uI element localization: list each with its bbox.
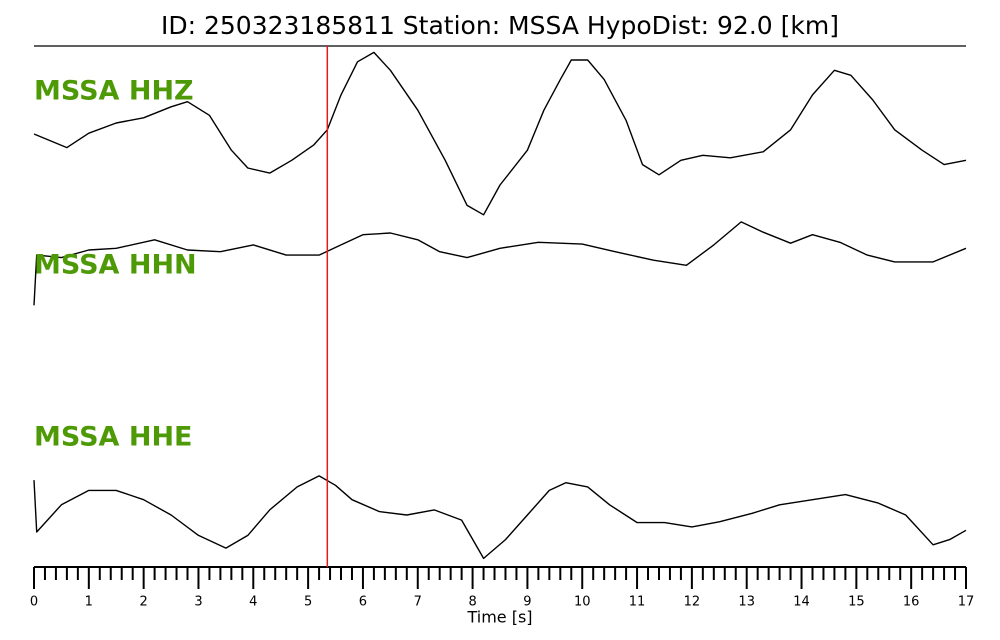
x-tick-label: 8: [468, 595, 476, 610]
x-tick-label: 10: [574, 595, 591, 610]
x-tick-label: 12: [684, 595, 701, 610]
x-axis-label: Time [s]: [466, 608, 532, 627]
x-tick-label: 9: [523, 595, 531, 610]
x-tick-label: 15: [848, 595, 865, 610]
trace-label: MSSA HHZ: [34, 76, 194, 107]
x-tick-label: 1: [85, 595, 93, 610]
x-tick-label: 5: [304, 595, 312, 610]
waveform: [33, 51, 967, 216]
x-tick-label: 14: [793, 595, 810, 610]
x-tick-label: 13: [738, 595, 755, 610]
x-tick-label: 11: [629, 595, 646, 610]
x-tick-label: 2: [140, 595, 148, 610]
x-tick-label: 7: [414, 595, 422, 610]
waveform: [33, 475, 967, 560]
trace-label: MSSA HHN: [34, 250, 197, 281]
x-tick-label: 0: [30, 595, 38, 610]
waveform: [33, 221, 967, 306]
x-tick-label: 3: [194, 595, 202, 610]
trace-label: MSSA HHE: [34, 422, 192, 453]
chart-title: ID: 250323185811 Station: MSSA HypoDist:…: [161, 11, 839, 40]
x-tick-label: 4: [249, 595, 257, 610]
x-tick-label: 6: [359, 595, 367, 610]
x-tick-label: 16: [903, 595, 920, 610]
x-tick-label: 17: [958, 595, 975, 610]
